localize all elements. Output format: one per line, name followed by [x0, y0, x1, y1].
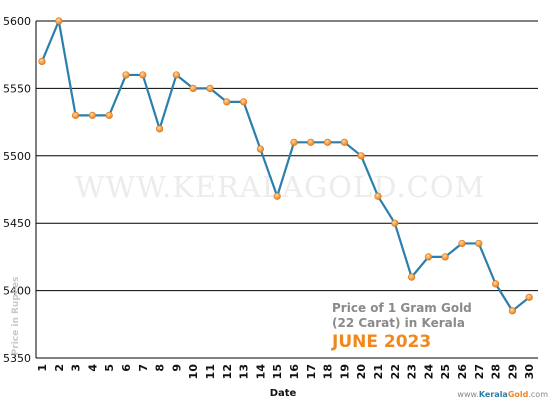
data-point [458, 239, 466, 248]
series-line [40, 19, 530, 312]
x-tick-label: 25 [439, 364, 452, 379]
x-axis-label: Date [270, 388, 297, 399]
data-point [172, 71, 180, 79]
caption-line-1: Price of 1 Gram Gold [332, 301, 472, 315]
x-tick-label: 19 [338, 364, 351, 379]
y-tick-label: 5450 [3, 217, 31, 230]
data-point [307, 138, 315, 146]
x-tick-label: 13 [238, 364, 251, 379]
x-tick-label: 29 [506, 364, 519, 379]
grid-lines [35, 20, 538, 359]
y-axis-ticks: 5350 5400 5450 5500 5550 5600 [3, 15, 31, 365]
caption-month: JUNE 2023 [331, 332, 431, 352]
site-suffix: .com [528, 390, 548, 399]
data-point [492, 280, 500, 288]
data-point [38, 57, 46, 66]
caption-line-2: (22 Carat) in Kerala [332, 316, 465, 330]
x-tick-label: 12 [221, 364, 234, 379]
x-tick-label: 20 [355, 364, 368, 380]
x-tick-label: 8 [154, 364, 167, 372]
x-tick-label: 14 [254, 364, 267, 380]
data-point [475, 239, 483, 248]
y-tick-label: 5400 [3, 285, 31, 298]
x-tick-label: 28 [490, 364, 503, 379]
y-tick-label: 5500 [3, 150, 31, 163]
x-tick-label: 18 [322, 364, 335, 379]
site-prefix: www. [457, 390, 478, 399]
data-point [223, 98, 231, 106]
data-point [525, 293, 533, 301]
data-point [340, 138, 349, 146]
data-point [189, 84, 197, 92]
data-point [357, 152, 365, 160]
data-point [290, 138, 298, 146]
data-point [324, 138, 332, 146]
data-point [139, 71, 147, 79]
x-tick-label: 22 [389, 364, 402, 379]
data-point [71, 111, 80, 119]
data-point [508, 307, 517, 315]
data-point [441, 253, 449, 261]
data-point [122, 71, 130, 79]
x-tick-label: 16 [288, 364, 301, 380]
data-point [256, 145, 265, 153]
data-point [55, 17, 63, 25]
y-axis-label: Price in Rupees [11, 277, 21, 356]
data-point [424, 253, 433, 261]
x-tick-label: 1 [36, 364, 49, 372]
x-tick-label: 4 [86, 364, 99, 372]
x-tick-label: 30 [523, 364, 536, 380]
x-tick-label: 3 [70, 364, 83, 372]
x-tick-label: 11 [204, 364, 217, 379]
x-tick-label: 17 [305, 364, 318, 379]
y-tick-label: 5600 [3, 15, 31, 28]
y-tick-label: 5550 [3, 82, 31, 95]
x-tick-label: 10 [187, 364, 200, 380]
x-tick-label: 7 [137, 364, 150, 372]
x-tick-label: 5 [103, 364, 116, 372]
data-point [105, 111, 113, 119]
site-credit: www.KeralaGold.com [457, 390, 548, 399]
x-tick-label: 21 [372, 364, 385, 379]
data-point [374, 192, 382, 200]
y-tick-label: 5350 [3, 352, 31, 365]
x-tick-label: 15 [271, 364, 284, 379]
data-point [408, 273, 416, 281]
x-tick-label: 9 [170, 364, 183, 372]
x-tick-label: 23 [406, 364, 419, 379]
x-tick-label: 6 [120, 364, 133, 372]
x-tick-label: 24 [422, 364, 435, 380]
data-point [273, 192, 281, 200]
data-point [391, 219, 399, 227]
site-kerala: Kerala [479, 390, 508, 399]
data-points [38, 17, 533, 315]
x-tick-label: 26 [456, 364, 469, 380]
site-gold: Gold [508, 390, 529, 399]
x-tick-label: 27 [473, 364, 486, 379]
x-axis-ticks: 1 2 3 4 5 6 7 8 9 10 11 12 13 14 15 16 17 18 19 20 21 22 23 24 2… [36, 364, 536, 380]
data-point [240, 98, 248, 106]
data-point [88, 111, 96, 119]
x-tick-label: 2 [53, 364, 66, 372]
data-point [156, 125, 164, 133]
data-point [206, 84, 214, 92]
